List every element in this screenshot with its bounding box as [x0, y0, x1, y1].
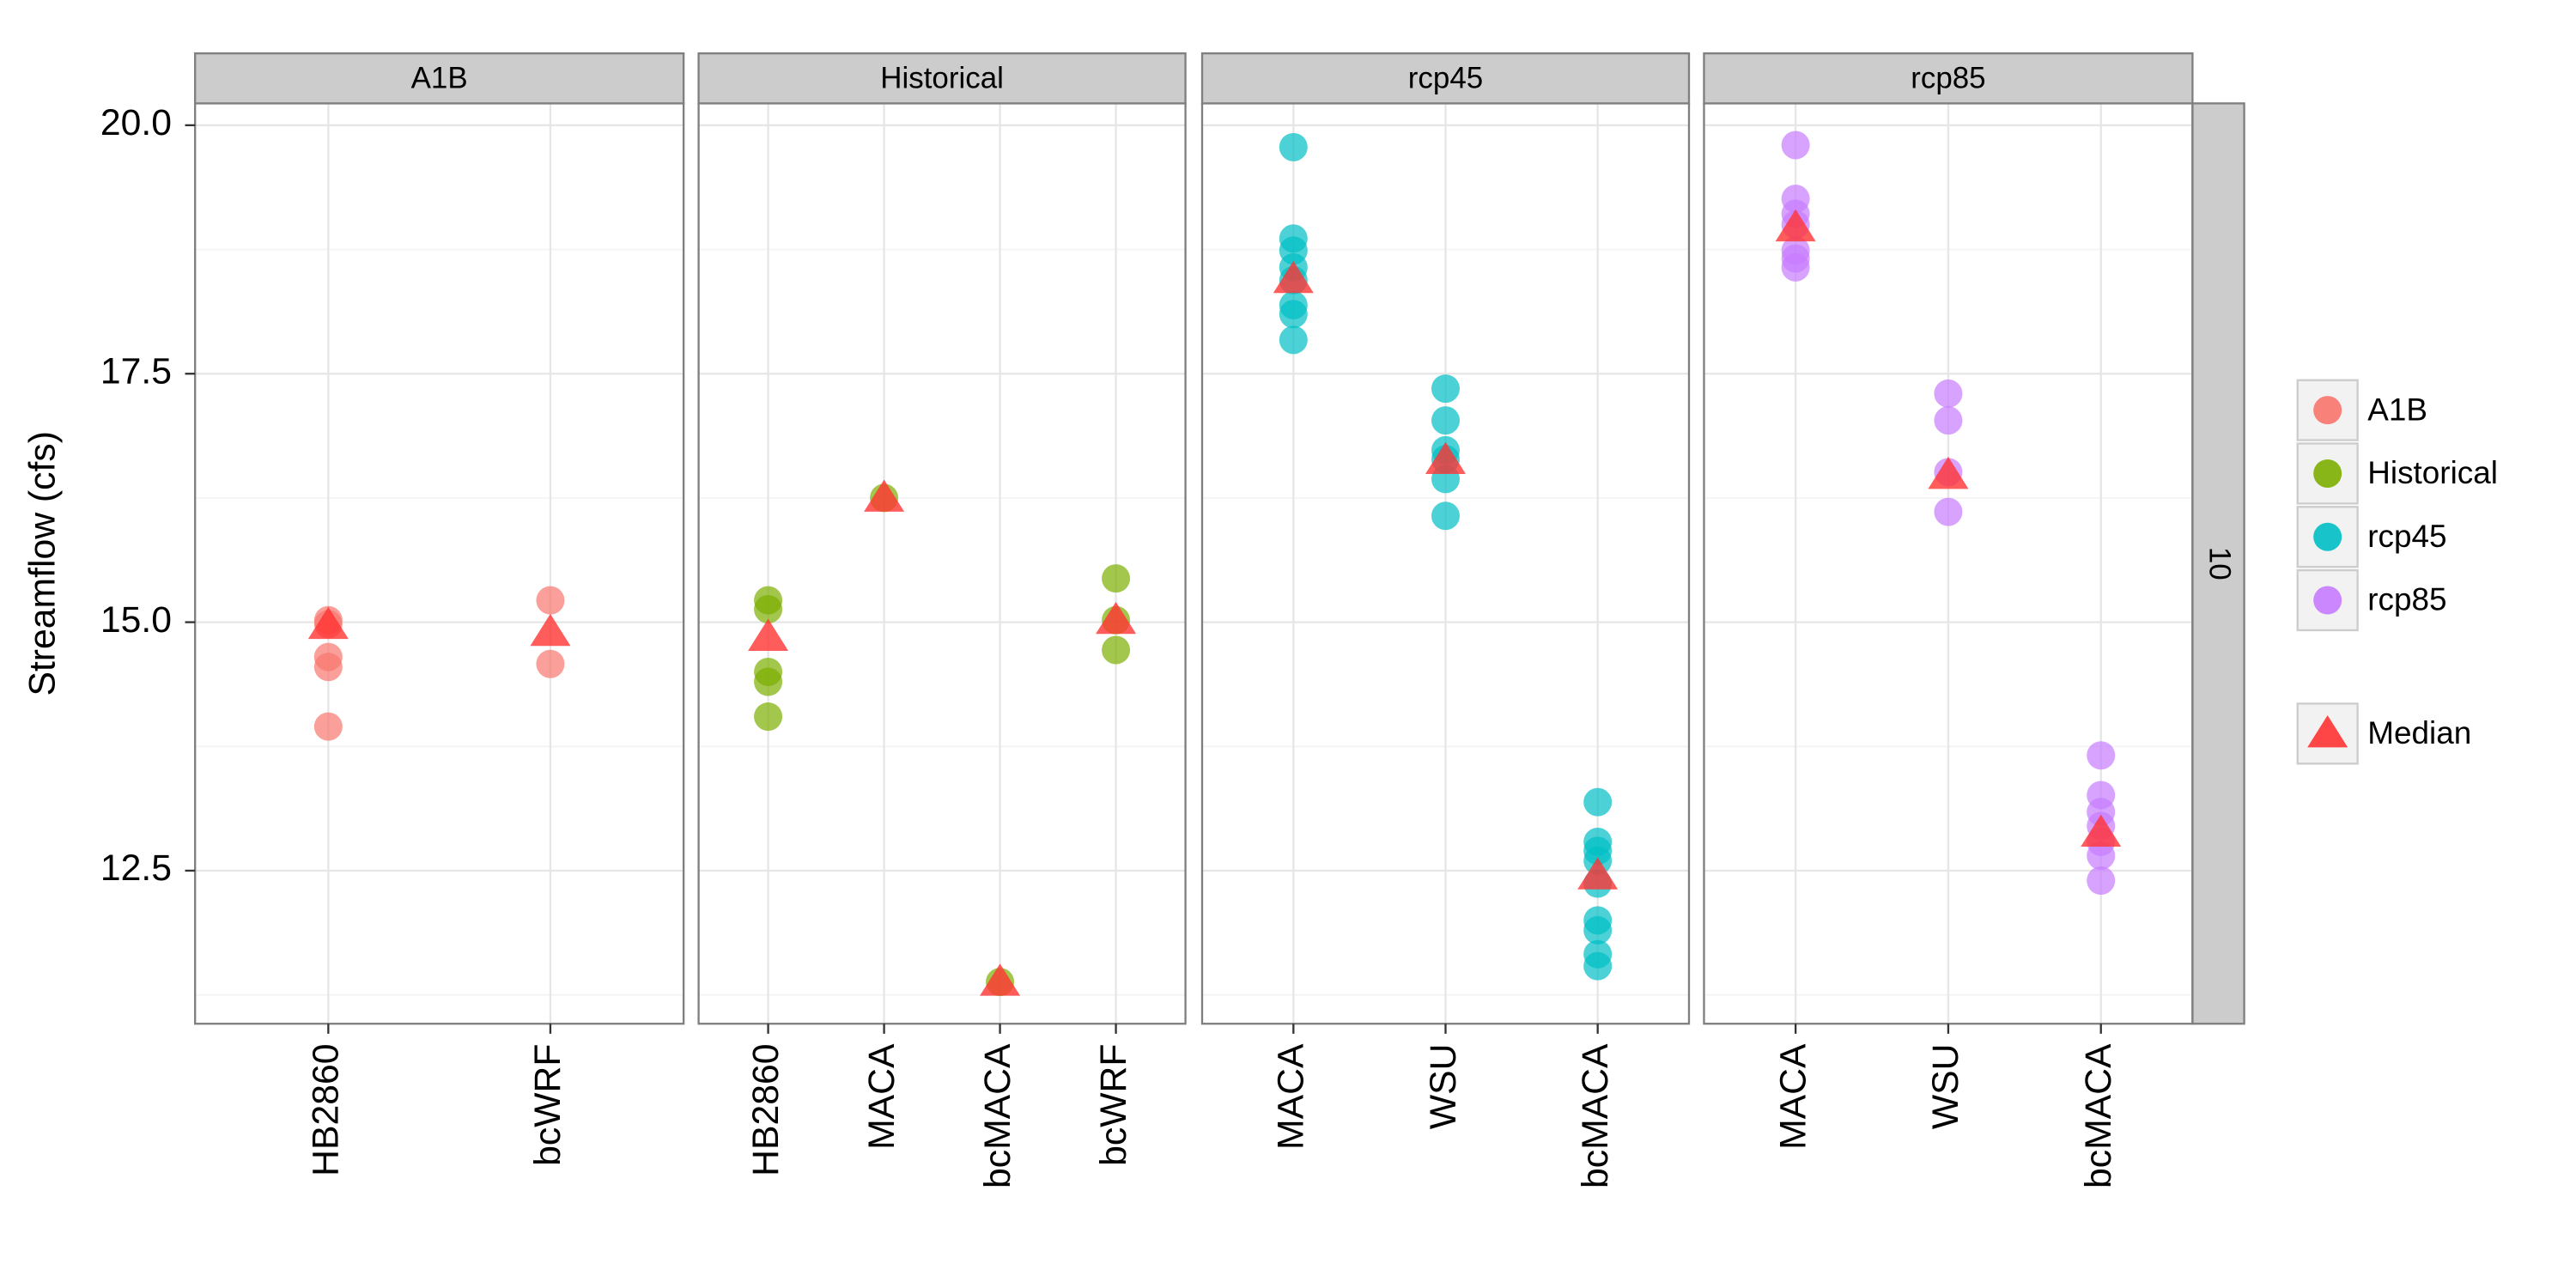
- legend-symbol: [2307, 715, 2348, 748]
- point: [1583, 915, 1613, 945]
- legend-label: rcp85: [2367, 582, 2446, 617]
- x-tick-label: bcMACA: [1575, 1043, 1616, 1188]
- legend-symbol: [2313, 522, 2342, 551]
- x-tick-label: WSU: [1423, 1044, 1464, 1130]
- point: [536, 586, 565, 615]
- x-tick-label: MACA: [1271, 1043, 1312, 1150]
- x-tick-label: bcWRF: [1093, 1044, 1134, 1166]
- point: [2087, 741, 2116, 770]
- y-axis-label: Streamflow (cfs): [22, 431, 64, 696]
- panel-background: [195, 103, 684, 1024]
- point: [1781, 252, 1810, 282]
- panel-background: [698, 103, 1186, 1024]
- x-tick-label: HB2860: [745, 1044, 787, 1176]
- point: [1934, 379, 1963, 408]
- point: [1934, 497, 1963, 526]
- point: [1279, 132, 1308, 161]
- point: [754, 595, 783, 624]
- median-marker: [1425, 441, 1466, 474]
- point: [754, 667, 783, 696]
- legend-label: Median: [2367, 715, 2471, 750]
- point: [1279, 300, 1308, 329]
- median-marker: [1273, 260, 1314, 294]
- point: [1431, 501, 1460, 531]
- median-marker: [748, 618, 789, 651]
- point: [2087, 866, 2116, 896]
- facet-strip: [1200, 52, 1691, 105]
- y-tick-label: 15.0: [100, 599, 172, 641]
- median-marker: [2081, 814, 2122, 848]
- median-marker: [1775, 209, 1816, 242]
- x-tick-label: bcMACA: [2078, 1043, 2119, 1188]
- point: [1583, 787, 1613, 817]
- y-tick-label: 12.5: [100, 848, 172, 889]
- point: [1279, 325, 1308, 355]
- point: [1102, 564, 1131, 593]
- facet-title: Historical: [880, 61, 1004, 94]
- median-marker: [1096, 601, 1137, 635]
- x-tick-label: bcMACA: [977, 1043, 1018, 1188]
- point: [1934, 406, 1963, 435]
- legend-symbol: [2313, 396, 2342, 425]
- point: [1431, 374, 1460, 404]
- median-marker: [980, 963, 1021, 996]
- legend-label: A1B: [2367, 392, 2427, 427]
- point: [1102, 635, 1131, 665]
- point: [754, 702, 783, 732]
- median-marker: [864, 479, 905, 512]
- median-marker: [1577, 857, 1619, 890]
- facet-title: rcp45: [1408, 61, 1483, 94]
- x-tick-label: HB2860: [306, 1044, 347, 1176]
- y-tick-label: 20.0: [100, 102, 172, 143]
- facet-strip: [697, 52, 1187, 105]
- row-strip: [2191, 102, 2245, 1025]
- facet-strip: [1703, 52, 2194, 105]
- median-marker: [530, 613, 571, 647]
- legend-label: rcp45: [2367, 519, 2446, 554]
- point: [536, 649, 565, 678]
- median-marker: [307, 606, 349, 640]
- facet-title: rcp85: [1911, 61, 1985, 94]
- point: [1431, 406, 1460, 435]
- point: [1583, 951, 1613, 981]
- facet-title: A1B: [411, 61, 468, 94]
- x-tick-label: MACA: [1772, 1043, 1814, 1150]
- point: [313, 653, 343, 682]
- median-marker: [1928, 456, 1969, 489]
- x-tick-label: MACA: [861, 1043, 902, 1150]
- point: [1781, 131, 1810, 160]
- x-tick-label: WSU: [1925, 1044, 1966, 1130]
- legend-label: Historical: [2367, 455, 2498, 490]
- legend-symbol: [2313, 586, 2342, 615]
- legend-symbol: [2313, 459, 2342, 488]
- x-tick-label: bcWRF: [527, 1044, 568, 1166]
- y-tick-label: 17.5: [100, 351, 172, 392]
- facet-strip: [194, 52, 685, 105]
- point: [2087, 841, 2116, 871]
- row-strip-label: 10: [2202, 547, 2236, 580]
- point: [313, 712, 343, 741]
